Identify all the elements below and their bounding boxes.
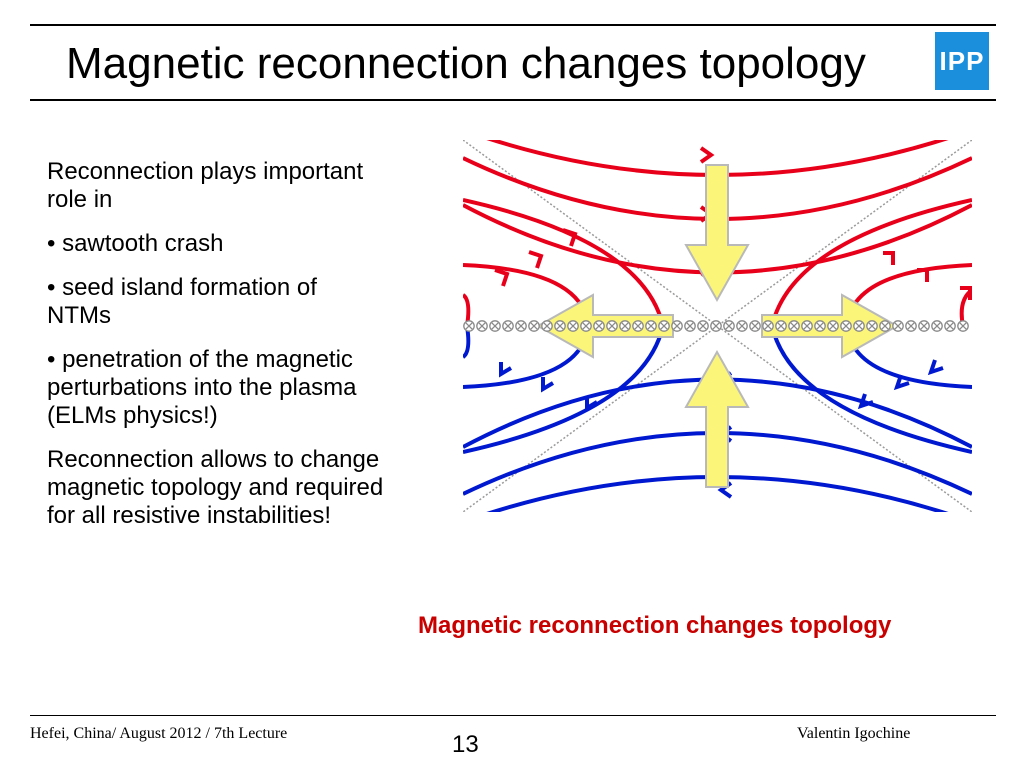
blue-direction-arrow xyxy=(585,396,599,412)
red-field-line xyxy=(463,198,665,327)
slide-title: Magnetic reconnection changes topology xyxy=(66,39,866,88)
title-top-rule xyxy=(30,24,996,26)
current-sheet-cross xyxy=(465,322,473,330)
current-sheet-cross xyxy=(699,322,707,330)
current-sheet-cross xyxy=(608,322,616,330)
current-sheet-cross xyxy=(777,322,785,330)
current-sheet-cross xyxy=(543,322,551,330)
outflow-arrow-left xyxy=(535,293,674,359)
current-sheet-cross xyxy=(764,322,772,330)
current-sheet-cross xyxy=(491,322,499,330)
current-sheet-cross xyxy=(816,322,824,330)
current-sheet-cross xyxy=(868,322,876,330)
footer-event: Hefei, China/ August 2012 / 7th Lecture xyxy=(30,725,288,742)
blue-direction-arrow xyxy=(893,374,910,391)
red-direction-arrow xyxy=(883,251,895,265)
intro-text: Reconnection plays important role in xyxy=(47,158,364,213)
blue-direction-arrow xyxy=(927,359,944,376)
current-sheet-cross xyxy=(634,322,642,330)
conclusion-text: Reconnection allows to change magnetic t… xyxy=(47,446,384,529)
bullet-sawtooth: • sawtooth crash xyxy=(47,230,224,257)
footer-author: Valentin Igochine xyxy=(797,725,911,742)
red-direction-arrow xyxy=(699,146,715,164)
blue-direction-arrow xyxy=(499,362,513,378)
current-sheet-cross xyxy=(803,322,811,330)
blue-direction-arrow xyxy=(857,393,874,410)
current-sheet-cross xyxy=(959,322,967,330)
current-sheet-cross xyxy=(686,322,694,330)
title-bottom-rule xyxy=(30,99,996,101)
reconnection-diagram xyxy=(463,140,972,512)
current-sheet-cross xyxy=(920,322,928,330)
red-direction-arrow xyxy=(960,286,972,300)
current-sheet-cross xyxy=(517,322,525,330)
current-sheet-row xyxy=(463,320,969,332)
current-sheet-cross xyxy=(881,322,889,330)
current-sheet-cross xyxy=(894,322,902,330)
current-sheet-cross xyxy=(647,322,655,330)
current-sheet-cross xyxy=(751,322,759,330)
figure-caption: Magnetic reconnection changes topology xyxy=(418,612,892,639)
red-direction-arrow xyxy=(562,228,578,247)
current-sheet-cross xyxy=(842,322,850,330)
current-sheet-cross xyxy=(738,322,746,330)
inflow-arrow-bottom xyxy=(684,349,750,488)
red-direction-arrow xyxy=(494,268,510,287)
red-direction-arrow xyxy=(917,268,929,282)
current-sheet-cross xyxy=(946,322,954,330)
current-sheet-cross xyxy=(530,322,538,330)
page-number: 13 xyxy=(452,731,479,758)
current-sheet-cross xyxy=(660,322,668,330)
current-sheet-cross xyxy=(855,322,863,330)
current-sheet-cross xyxy=(582,322,590,330)
current-sheet-cross xyxy=(907,322,915,330)
reconnection-diagram-svg xyxy=(463,140,972,512)
current-sheet-cross xyxy=(621,322,629,330)
blue-field-line xyxy=(770,325,972,454)
separatrix-line xyxy=(463,140,972,512)
red-direction-arrow xyxy=(528,250,544,269)
current-sheet-cross xyxy=(790,322,798,330)
blue-direction-arrow xyxy=(541,377,555,393)
current-sheet-cross xyxy=(504,322,512,330)
inflow-arrow-top xyxy=(684,164,750,303)
current-sheet-cross xyxy=(595,322,603,330)
current-sheet-cross xyxy=(673,322,681,330)
current-sheet-cross xyxy=(478,322,486,330)
slide-body-text: Reconnection plays important role in • s… xyxy=(47,158,387,546)
blue-field-line xyxy=(463,325,665,454)
red-field-line xyxy=(770,198,972,327)
separatrix-line xyxy=(463,140,972,512)
bullet-seed-island: • seed island formation of NTMs xyxy=(47,274,317,329)
footer-rule xyxy=(30,715,996,716)
current-sheet-cross xyxy=(829,322,837,330)
current-sheet-cross xyxy=(933,322,941,330)
ipp-logo: IPP xyxy=(935,32,989,90)
bullet-penetration: • penetration of the magnetic perturbati… xyxy=(47,346,357,429)
current-sheet-cross xyxy=(725,322,733,330)
current-sheet-cross xyxy=(556,322,564,330)
current-sheet-cross xyxy=(569,322,577,330)
current-sheet-cross xyxy=(712,322,720,330)
